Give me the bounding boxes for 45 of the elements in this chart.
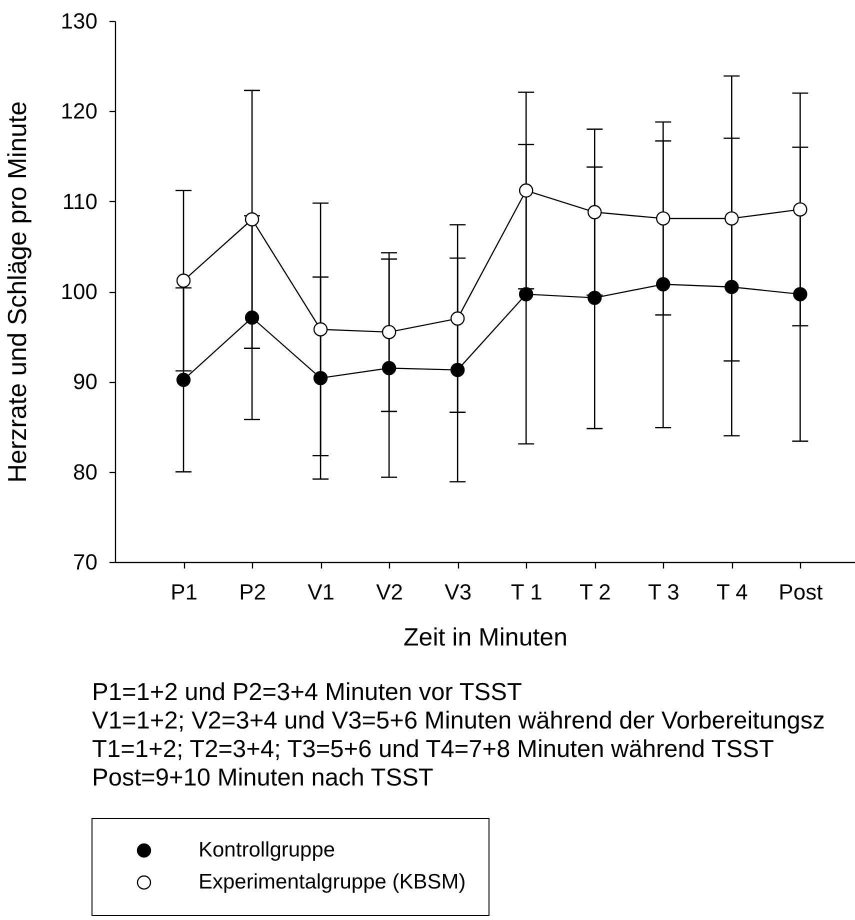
y-tick-label: 120 [60, 98, 98, 124]
text: P1=1+2 und P2=3+4 Minuten vor TSST [92, 679, 522, 706]
text: Post=9+10 Minuten nach TSST [92, 764, 434, 792]
point [244, 212, 260, 226]
point [313, 322, 328, 336]
point [656, 211, 670, 226]
x-tick-label: P1 [170, 580, 198, 604]
point [793, 287, 808, 302]
point [382, 324, 396, 340]
x-tick-label: V1 [308, 580, 335, 604]
y-tick-label: 100 [60, 279, 98, 304]
y-tick-label: 130 [60, 8, 98, 34]
x-tick-label: T 2 [579, 580, 611, 604]
legend-label: Experimentalgruppe (KBSM) [198, 870, 466, 894]
point [724, 211, 739, 226]
x-tick-label: T 4 [716, 580, 748, 604]
point [656, 277, 670, 292]
point [244, 310, 260, 325]
point [382, 361, 396, 376]
y-tick-label: 110 [62, 188, 98, 214]
point [313, 370, 328, 386]
y-tick-label: 80 [73, 459, 98, 484]
point [793, 202, 808, 217]
point [588, 290, 602, 305]
point [724, 280, 739, 294]
y-axis-title: Herzrate und Schläge pro Minute [2, 101, 32, 483]
x-tick-label: Post [778, 580, 823, 604]
point [450, 362, 465, 378]
text: T1=1+2; T2=3+4; T3=5+6 und T4=7+8 Minuten während TSST [92, 736, 774, 763]
point [518, 183, 534, 198]
point [176, 372, 191, 387]
y-tick-label: 90 [73, 369, 98, 394]
x-tick-label: V3 [444, 580, 472, 604]
point [518, 287, 534, 302]
x-tick-label: V2 [376, 580, 404, 604]
x-tick-label: T 3 [648, 580, 680, 604]
point [450, 311, 465, 326]
text: V1=1+2; V2=3+4 und V3=5+6 Minuten während der Vorbereitungsz [92, 708, 825, 734]
x-tick-label: T 1 [510, 580, 542, 604]
x-axis-title: Zeit in Minuten [404, 624, 568, 652]
legend-label: Kontrollgruppe [198, 838, 336, 862]
x-tick-label: P2 [239, 580, 266, 604]
y-tick-label: 70 [73, 550, 98, 574]
point [588, 205, 602, 220]
point [176, 274, 191, 288]
